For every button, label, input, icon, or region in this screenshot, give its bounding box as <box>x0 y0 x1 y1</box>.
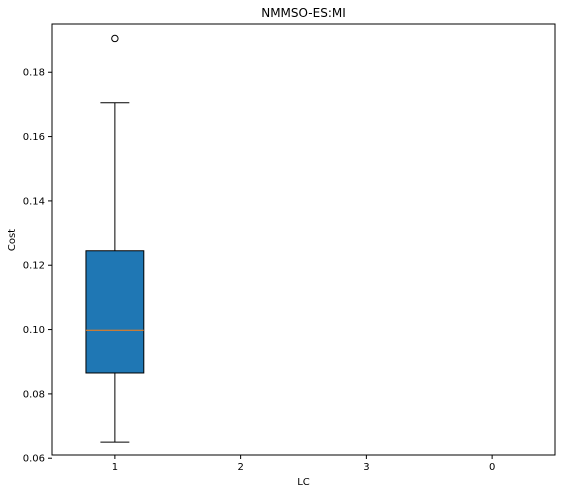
box-series <box>85 34 145 443</box>
x-tick-label: 1 <box>112 462 118 473</box>
outlier-point <box>111 34 119 43</box>
x-tick-label: 3 <box>363 462 369 473</box>
y-tick-label: 0.14 <box>23 196 45 207</box>
y-tick-label: 0.16 <box>23 132 45 143</box>
y-axis-label: Cost <box>7 229 18 251</box>
y-axis: 0.06 0.08 0.10 0.12 0.14 0.16 0.18 <box>23 68 52 465</box>
y-tick-label: 0.08 <box>23 389 45 400</box>
x-axis-label: LC <box>297 477 310 488</box>
plot-area <box>51 23 556 456</box>
box-plot-1 <box>85 34 145 443</box>
chart-title: NMMSO-ES:MI <box>261 6 346 20</box>
y-tick-label: 0.10 <box>23 325 45 336</box>
y-tick-label: 0.18 <box>23 68 45 79</box>
x-axis: 1 2 3 0 <box>112 455 495 473</box>
y-tick-label: 0.12 <box>23 261 45 272</box>
x-tick-label: 2 <box>237 462 243 473</box>
y-tick-label: 0.06 <box>23 454 45 465</box>
x-tick-label: 0 <box>489 462 495 473</box>
iqr-box <box>85 250 145 374</box>
